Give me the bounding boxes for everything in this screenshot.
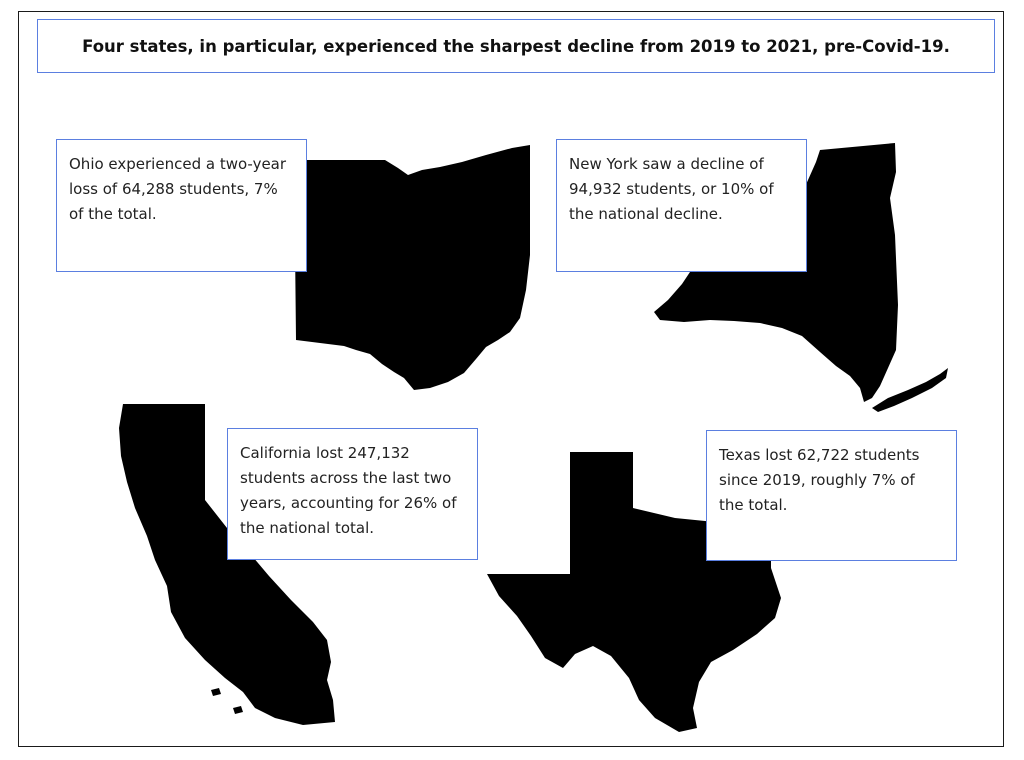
texas-callout: Texas lost 62,722 students since 2019, r… (706, 430, 957, 561)
ohio-callout-text: Ohio experienced a two-year loss of 64,2… (69, 155, 287, 223)
figure-frame (18, 11, 1004, 747)
new-york-shape (654, 143, 948, 412)
page-title: Four states, in particular, experienced … (82, 36, 950, 56)
california-map (115, 400, 345, 735)
california-callout-text: California lost 247,132 students across … (240, 444, 457, 537)
new-york-callout-text: New York saw a decline of 94,932 student… (569, 155, 774, 223)
ohio-callout: Ohio experienced a two-year loss of 64,2… (56, 139, 307, 272)
ohio-map (290, 140, 535, 395)
ohio-shape (295, 145, 530, 390)
california-shape (119, 404, 335, 725)
title-box: Four states, in particular, experienced … (37, 19, 995, 73)
california-callout: California lost 247,132 students across … (227, 428, 478, 560)
texas-callout-text: Texas lost 62,722 students since 2019, r… (719, 446, 920, 514)
new-york-map (650, 140, 960, 420)
new-york-callout: New York saw a decline of 94,932 student… (556, 139, 807, 272)
